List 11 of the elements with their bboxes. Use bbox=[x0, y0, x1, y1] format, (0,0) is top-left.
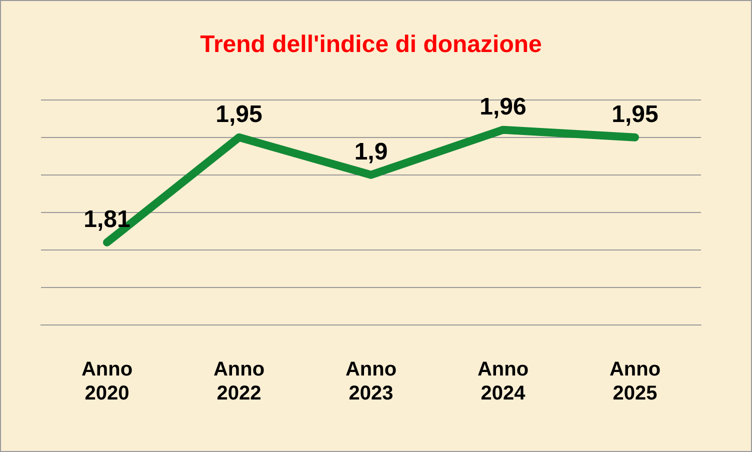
data-label: 1,81 bbox=[84, 206, 130, 234]
x-tick-label: Anno 2022 bbox=[213, 358, 265, 405]
x-tick-label: Anno 2020 bbox=[81, 358, 133, 405]
x-tick-label: Anno 2023 bbox=[345, 358, 397, 405]
data-label: 1,96 bbox=[480, 93, 526, 120]
x-tick-label: Anno 2025 bbox=[609, 358, 661, 405]
data-label: 1,9 bbox=[354, 138, 388, 166]
x-tick-label: Anno 2024 bbox=[477, 358, 529, 405]
data-label: 1,95 bbox=[612, 100, 658, 128]
chart-title: Trend dell'indice di donazione bbox=[200, 31, 542, 58]
data-label: 1,95 bbox=[216, 100, 262, 128]
